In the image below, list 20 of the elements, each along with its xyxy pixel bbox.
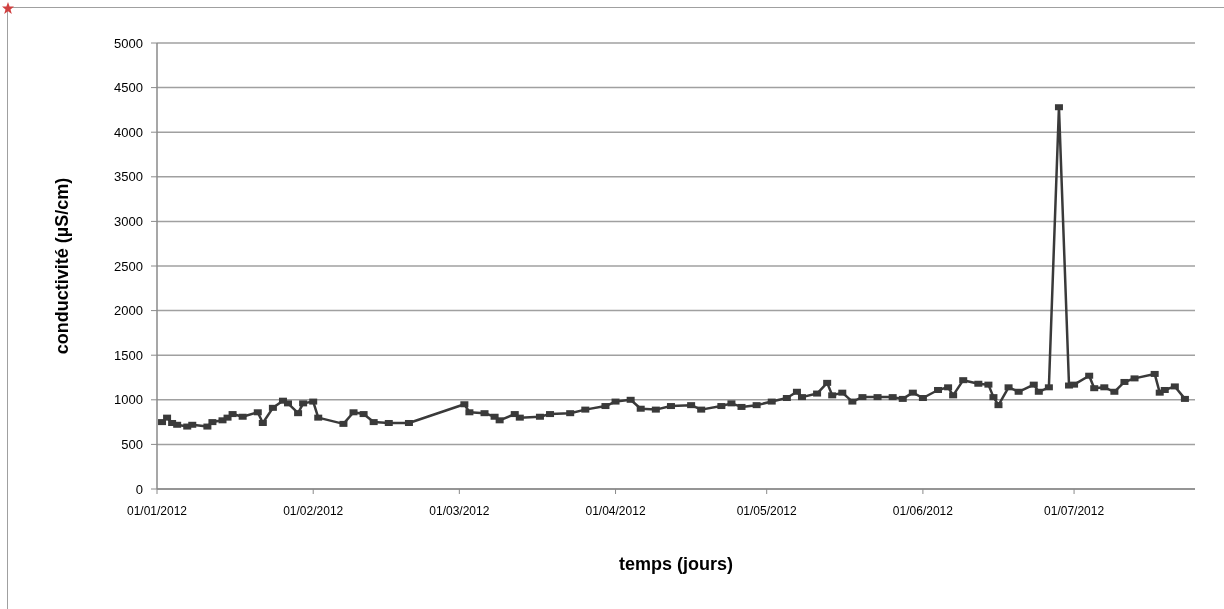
y-tick-label: 3500 [114,169,143,185]
y-tick-label: 2000 [114,303,143,319]
y-axis-title: conductivité (µS/cm) [52,177,72,355]
y-tick-label: 5000 [114,35,143,51]
y-tick-label: 2500 [114,258,143,274]
x-tick-label: 01/07/2012 [1044,504,1105,518]
x-tick-label: 01/06/2012 [892,504,954,518]
x-axis-title: temps (jours) [618,554,734,574]
x-tick-label: 01/04/2012 [585,504,646,518]
y-tick-label: 1000 [114,392,143,408]
x-tick-label: 01/05/2012 [736,504,798,518]
y-tick-label: 4000 [114,124,143,140]
y-tick-label: 3000 [114,213,143,229]
y-tick-label: 0 [135,481,143,497]
y-tick-label: 4500 [114,80,143,96]
x-tick-label: 01/03/2012 [429,504,490,518]
x-tick-label: 01/02/2012 [283,504,344,518]
y-tick-label: 1500 [114,347,143,363]
y-tick-label: 500 [121,436,143,452]
x-tick-label: 01/01/2012 [126,504,188,518]
